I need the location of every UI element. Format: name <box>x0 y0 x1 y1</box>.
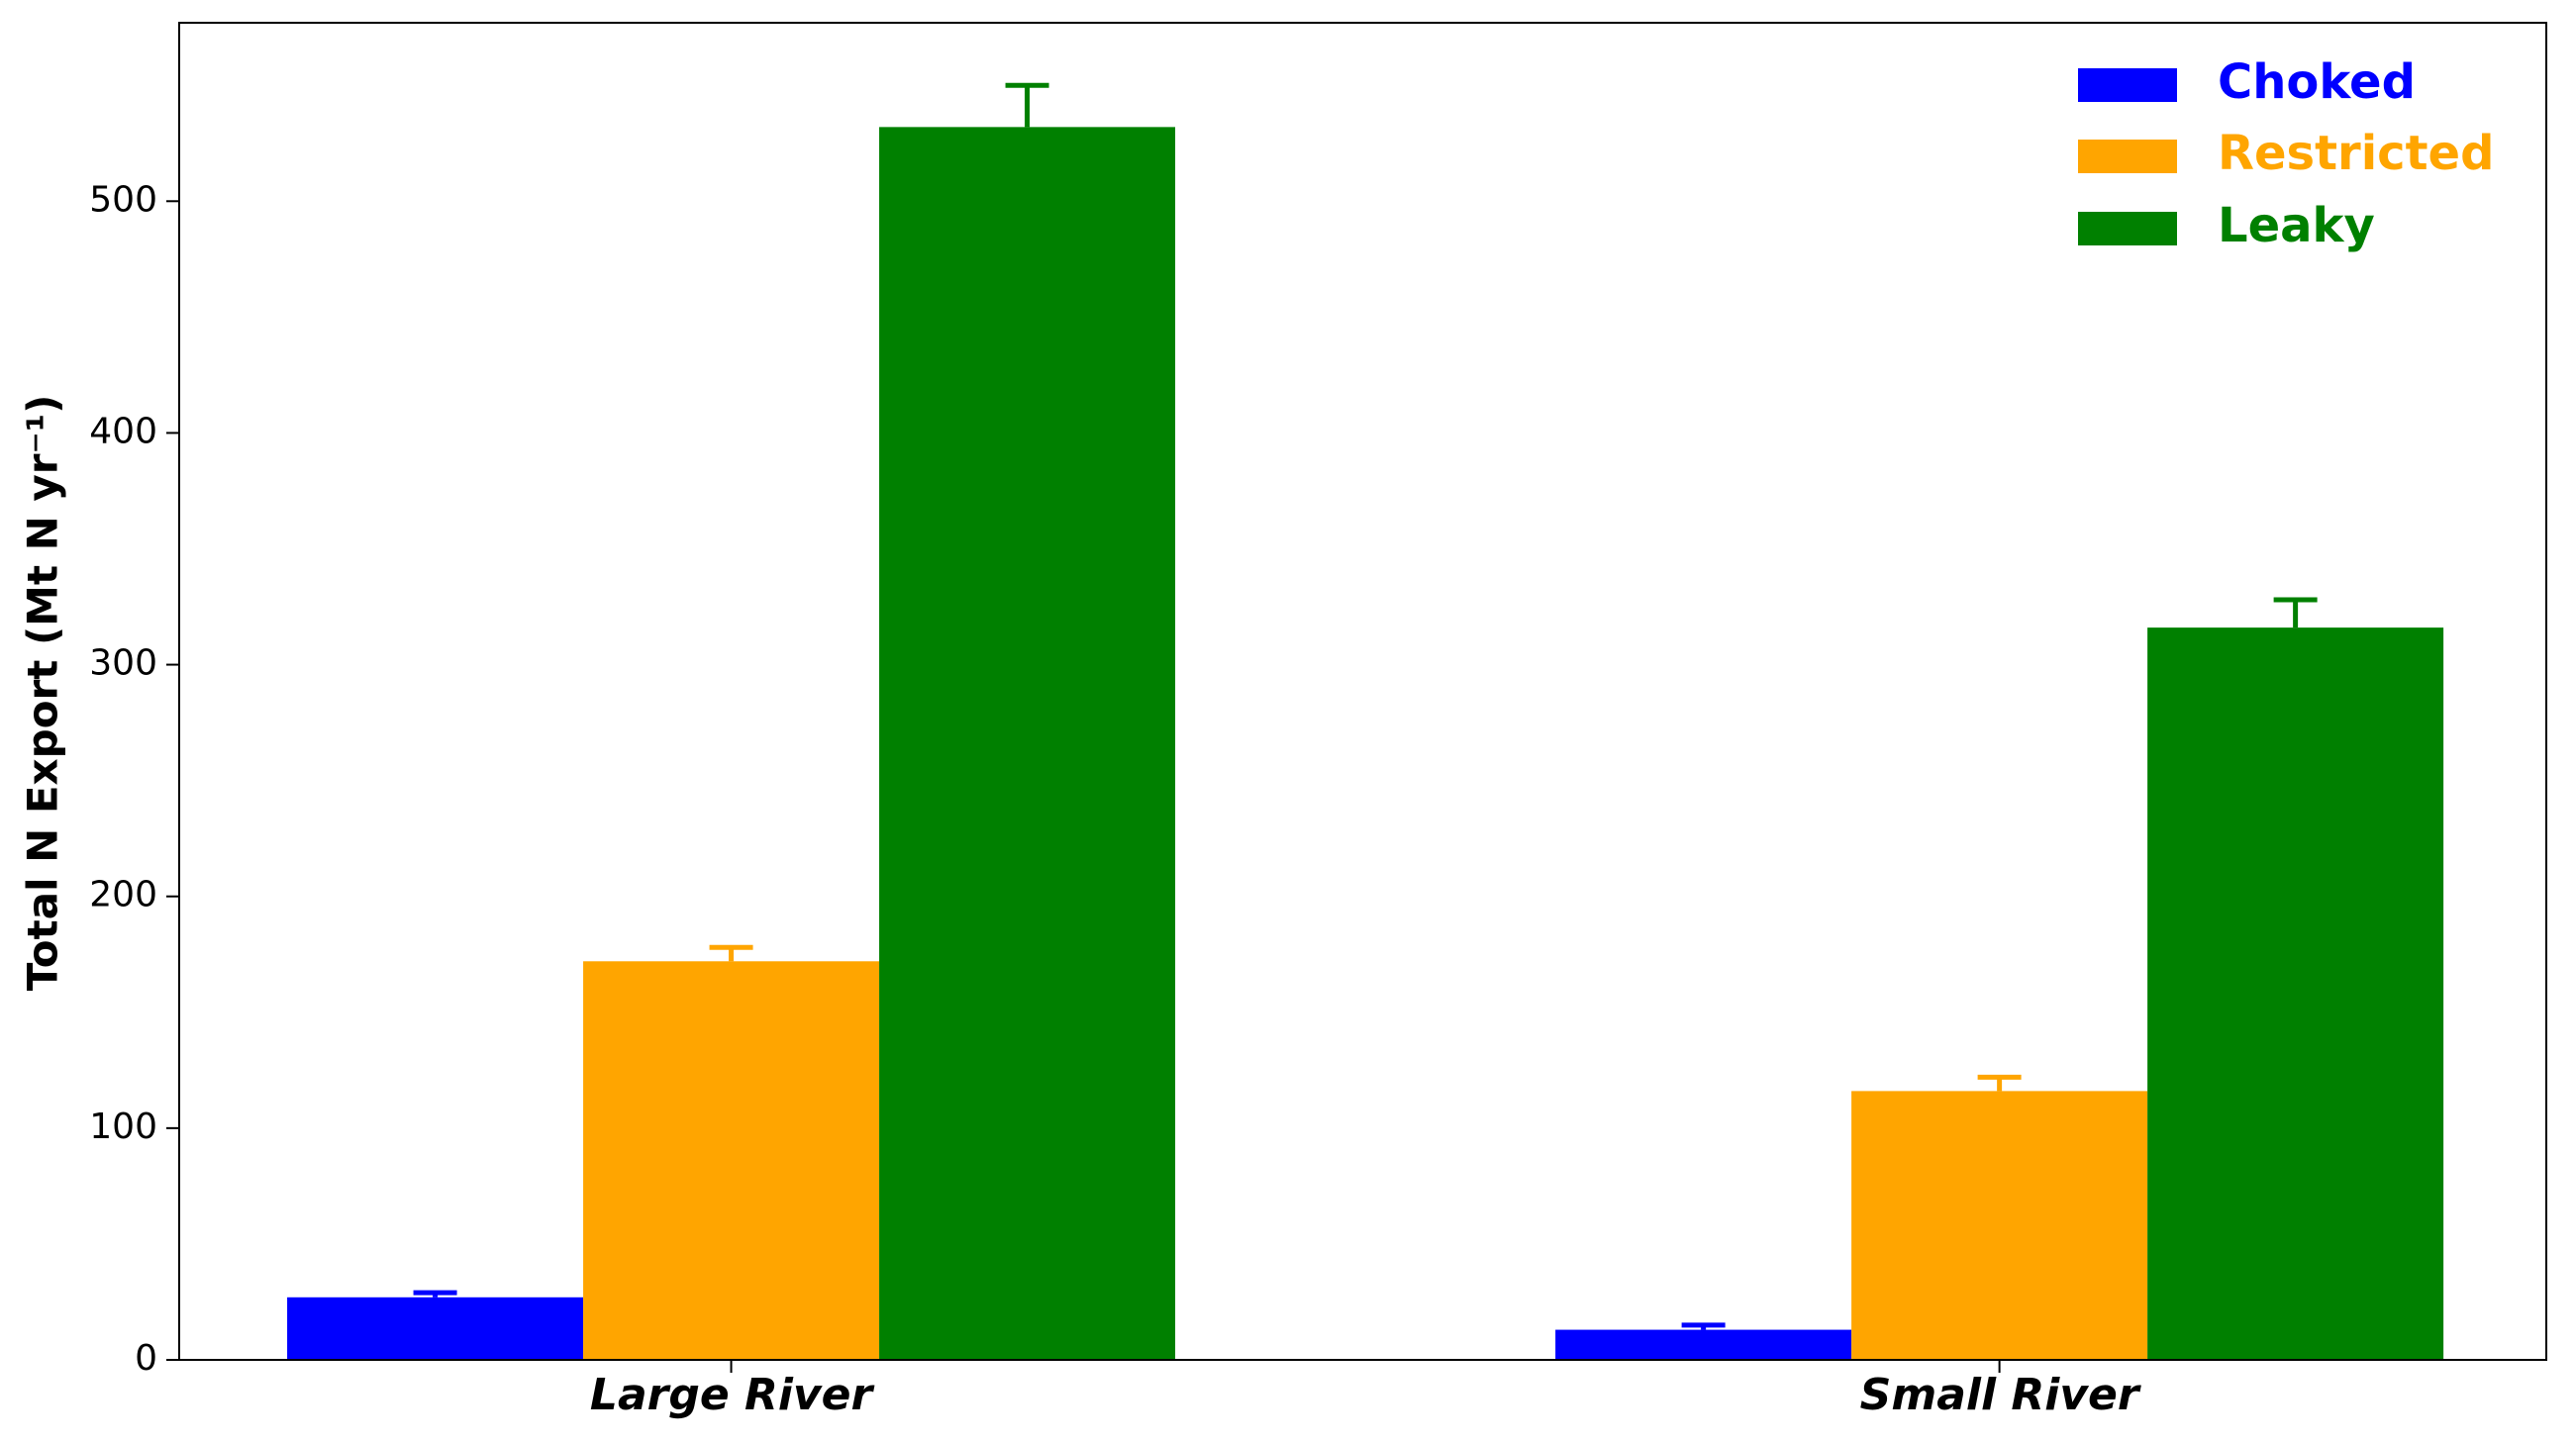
y-axis-title: Total N Export (Mt N yr⁻¹) <box>19 395 67 992</box>
x-tick-label: Large River <box>590 1370 875 1420</box>
x-tick-label: Small River <box>1860 1370 2141 1420</box>
legend-label: Leaky <box>2218 198 2375 253</box>
legend-swatch <box>2078 140 2177 173</box>
legend-swatch <box>2078 212 2177 245</box>
y-tick-label: 0 <box>135 1338 157 1379</box>
error-bar <box>1005 82 1049 128</box>
y-tick-label: 300 <box>89 643 157 684</box>
plot-frame <box>178 22 2547 1361</box>
legend-swatch <box>2078 68 2177 102</box>
y-tick-label: 400 <box>89 411 157 451</box>
bar <box>2147 627 2444 1360</box>
bar <box>1851 1091 2148 1360</box>
y-tick-label: 100 <box>89 1107 157 1147</box>
legend-label: Choked <box>2218 54 2416 110</box>
bar <box>1555 1329 1852 1360</box>
error-bar <box>413 1290 457 1298</box>
bar <box>879 127 1176 1360</box>
error-bar <box>2273 597 2318 628</box>
bar <box>583 961 880 1360</box>
bar <box>287 1297 584 1360</box>
y-tick-label: 500 <box>89 179 157 220</box>
error-bar <box>1977 1074 2022 1092</box>
legend-label: Restricted <box>2218 126 2494 181</box>
error-bar <box>1681 1322 1726 1330</box>
error-bar <box>709 944 753 962</box>
y-tick-label: 200 <box>89 875 157 915</box>
